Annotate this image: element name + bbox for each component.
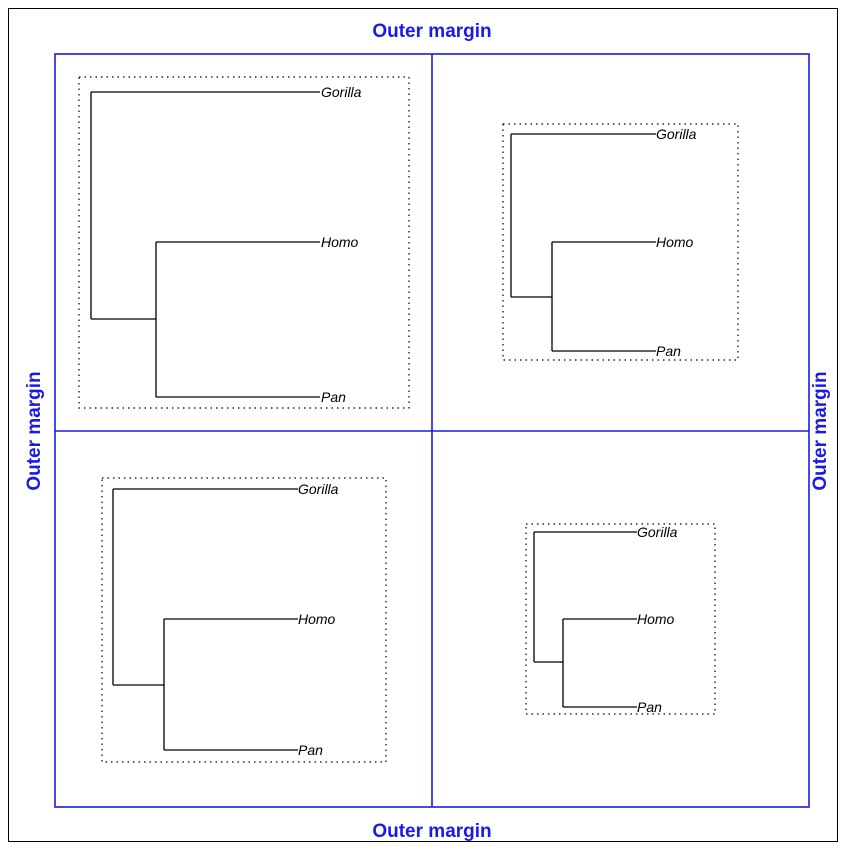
tree-branches: [510, 133, 656, 352]
tree-branches: [533, 531, 637, 708]
tip-label-homo: Homo: [637, 611, 675, 627]
plot-region-box: [78, 76, 410, 409]
tree-panel-1: Gorilla Homo Pan: [78, 76, 410, 409]
tip-label-homo: Homo: [298, 611, 336, 627]
tree-panel-4: Gorilla Homo Pan: [525, 523, 716, 715]
tip-label-gorilla: Gorilla: [656, 126, 697, 142]
tip-label-gorilla: Gorilla: [637, 524, 678, 540]
tip-label-pan: Pan: [656, 343, 681, 359]
outer-margin-label-left: Outer margin: [24, 371, 45, 490]
tree-branches: [112, 488, 298, 751]
tree-panel-2: Gorilla Homo Pan: [502, 123, 739, 361]
tip-label-pan: Pan: [321, 389, 346, 405]
tip-label-gorilla: Gorilla: [298, 481, 339, 497]
outer-margin-label-bottom: Outer margin: [372, 821, 491, 842]
tip-label-pan: Pan: [298, 742, 323, 758]
tree-panel-3: Gorilla Homo Pan: [101, 477, 387, 763]
tip-label-homo: Homo: [321, 234, 359, 250]
tip-label-gorilla: Gorilla: [321, 84, 362, 100]
device-frame: [8, 8, 838, 842]
tree-branches: [90, 91, 320, 398]
outer-margin-label-top: Outer margin: [372, 21, 491, 42]
plot-region-box: [502, 123, 739, 361]
tip-label-homo: Homo: [656, 234, 694, 250]
plot-region-box: [525, 523, 716, 715]
panel-grid: [54, 53, 810, 808]
outer-margin-label-right: Outer margin: [810, 371, 831, 490]
plot-region-box: [101, 477, 387, 763]
tip-label-pan: Pan: [637, 699, 662, 715]
